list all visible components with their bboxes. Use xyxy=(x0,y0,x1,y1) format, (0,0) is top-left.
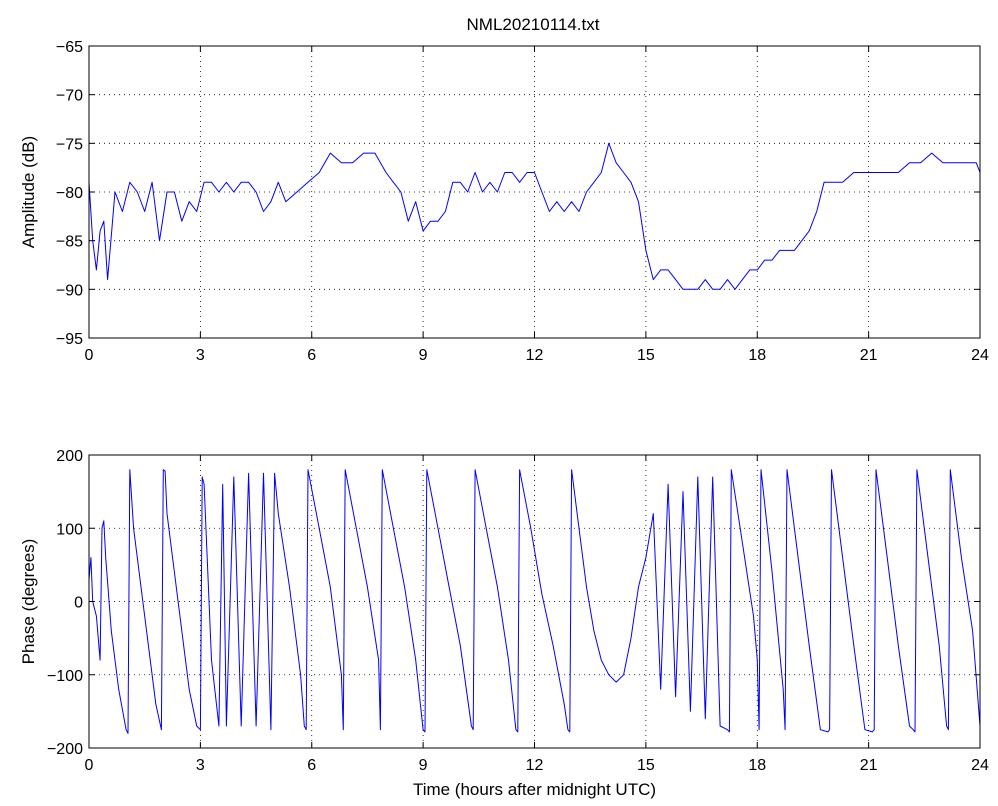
phase-xtick-label: 0 xyxy=(85,757,94,774)
amplitude-xtick-label: 18 xyxy=(748,347,766,364)
amplitude-ytick-label: −70 xyxy=(56,88,83,105)
phase-xtick-label: 6 xyxy=(307,757,316,774)
phase-series-line xyxy=(88,469,981,734)
phase-panel: 0 3 6 9 12 15 18 21 24 −200 −100 0 100 200 Phase (degr… xyxy=(19,448,989,799)
amplitude-xtick-label: 15 xyxy=(637,347,655,364)
phase-xtick-label: 18 xyxy=(748,757,766,774)
amplitude-xtick-label: 21 xyxy=(860,347,878,364)
amplitude-xtick-label: 0 xyxy=(85,347,94,364)
phase-xtick-label: 9 xyxy=(419,757,428,774)
amplitude-xtick-label: 3 xyxy=(196,347,205,364)
chart-title: NML20210114.txt xyxy=(467,15,600,34)
amplitude-xtick-label: 24 xyxy=(971,347,989,364)
phase-ytick-label: −100 xyxy=(47,668,83,685)
amplitude-ylabel: Amplitude (dB) xyxy=(19,136,38,248)
phase-ytick-label: −200 xyxy=(47,741,83,758)
amplitude-xtick-label: 9 xyxy=(419,347,428,364)
phase-xtick-label: 12 xyxy=(526,757,544,774)
amplitude-panel: 0 3 6 9 12 15 18 21 24 −95 −90 −85 −80 −75 −70 −65 Ampli… xyxy=(19,39,989,364)
amplitude-ytick-label: −95 xyxy=(56,331,83,348)
phase-ytick-label: 200 xyxy=(56,448,83,465)
amplitude-ytick-label: −80 xyxy=(56,185,83,202)
phase-ytick-label: 100 xyxy=(56,521,83,538)
phase-ytick-label: 0 xyxy=(74,595,83,612)
phase-xtick-label: 24 xyxy=(971,757,989,774)
amplitude-ytick-label: −65 xyxy=(56,39,83,56)
amplitude-xtick-label: 6 xyxy=(307,347,316,364)
phase-ylabel: Phase (degrees) xyxy=(19,539,38,665)
amplitude-ytick-label: −90 xyxy=(56,282,83,299)
phase-xtick-label: 15 xyxy=(637,757,655,774)
amplitude-ytick-label: −85 xyxy=(56,234,83,251)
amplitude-xtick-label: 12 xyxy=(526,347,544,364)
amplitude-series-line xyxy=(88,142,981,290)
phase-xtick-label: 3 xyxy=(196,757,205,774)
amplitude-ytick-label: −75 xyxy=(56,136,83,153)
phase-xlabel: Time (hours after midnight UTC) xyxy=(413,780,656,799)
phase-xtick-label: 21 xyxy=(860,757,878,774)
